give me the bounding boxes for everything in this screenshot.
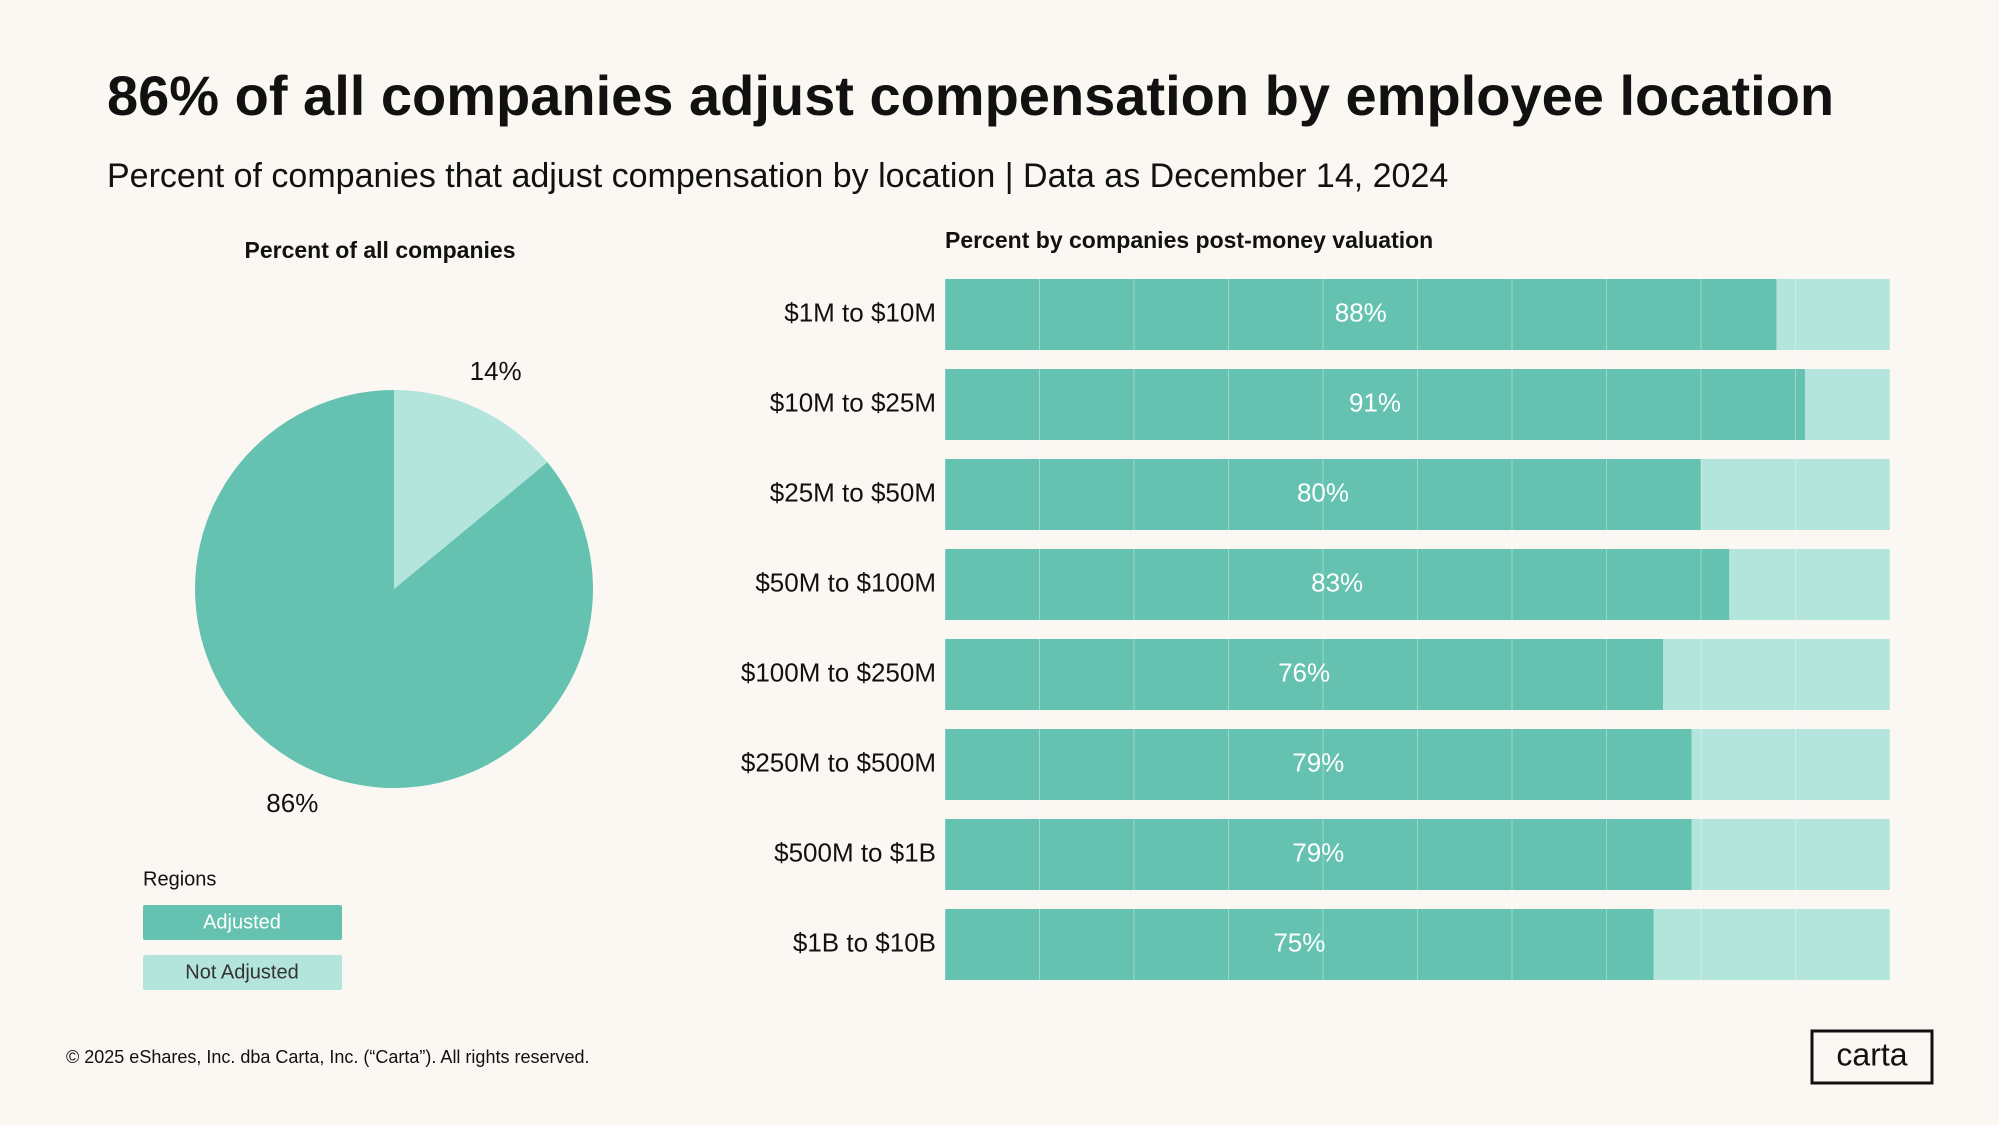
bar (1663, 639, 1890, 710)
bar (945, 369, 1805, 440)
bar (945, 909, 1654, 980)
y-tick-label: $100M to $250M (741, 657, 936, 687)
bar (945, 459, 1701, 530)
bar (945, 279, 1777, 350)
bar (945, 639, 1664, 710)
bar (1701, 459, 1890, 530)
bar (1691, 729, 1890, 800)
bar (945, 729, 1692, 800)
legend-swatch (143, 905, 342, 940)
bar-label: 80% (1297, 477, 1349, 507)
bar (1776, 279, 1890, 350)
y-tick-label: $500M to $1B (774, 837, 936, 867)
y-tick-label: $25M to $50M (770, 477, 936, 507)
y-tick-label: $250M to $500M (741, 747, 936, 777)
bar-label: 79% (1292, 837, 1344, 867)
bar-label: 79% (1292, 747, 1344, 777)
legend-title: Regions (143, 868, 216, 890)
bar (1691, 819, 1890, 890)
bar (1653, 909, 1890, 980)
bar (1729, 549, 1890, 620)
bar-label: 91% (1349, 387, 1401, 417)
y-tick-label: $10M to $25M (770, 387, 936, 417)
bar-label: 83% (1311, 567, 1363, 597)
y-tick-label: $1B to $10B (793, 927, 936, 957)
pie-label: 86% (266, 788, 318, 818)
y-tick-label: $1M to $10M (784, 297, 936, 327)
bar (945, 819, 1692, 890)
logo: carta (1836, 1036, 1907, 1072)
legend-swatch (143, 955, 342, 990)
bar-title: Percent by companies post-money valuatio… (945, 227, 1433, 253)
logo-box (1810, 1029, 1934, 1085)
footer: © 2025 eShares, Inc. dba Carta, Inc. (“C… (66, 1047, 590, 1067)
legend-label: Not Adjusted (185, 961, 298, 983)
y-tick-label: $50M to $100M (755, 567, 936, 597)
bar-label: 76% (1278, 657, 1330, 687)
bar-label: 88% (1335, 297, 1387, 327)
pie-label: 14% (470, 356, 522, 386)
bar-label: 75% (1273, 927, 1325, 957)
page-subtitle: Percent of companies that adjust compens… (107, 157, 1448, 195)
pie-slice (394, 390, 548, 589)
bar (945, 549, 1730, 620)
pie-title: Percent of all companies (245, 237, 516, 263)
bar (1804, 369, 1890, 440)
legend-label: Adjusted (203, 911, 281, 933)
page-title: 86% of all companies adjust compensation… (107, 64, 1834, 127)
